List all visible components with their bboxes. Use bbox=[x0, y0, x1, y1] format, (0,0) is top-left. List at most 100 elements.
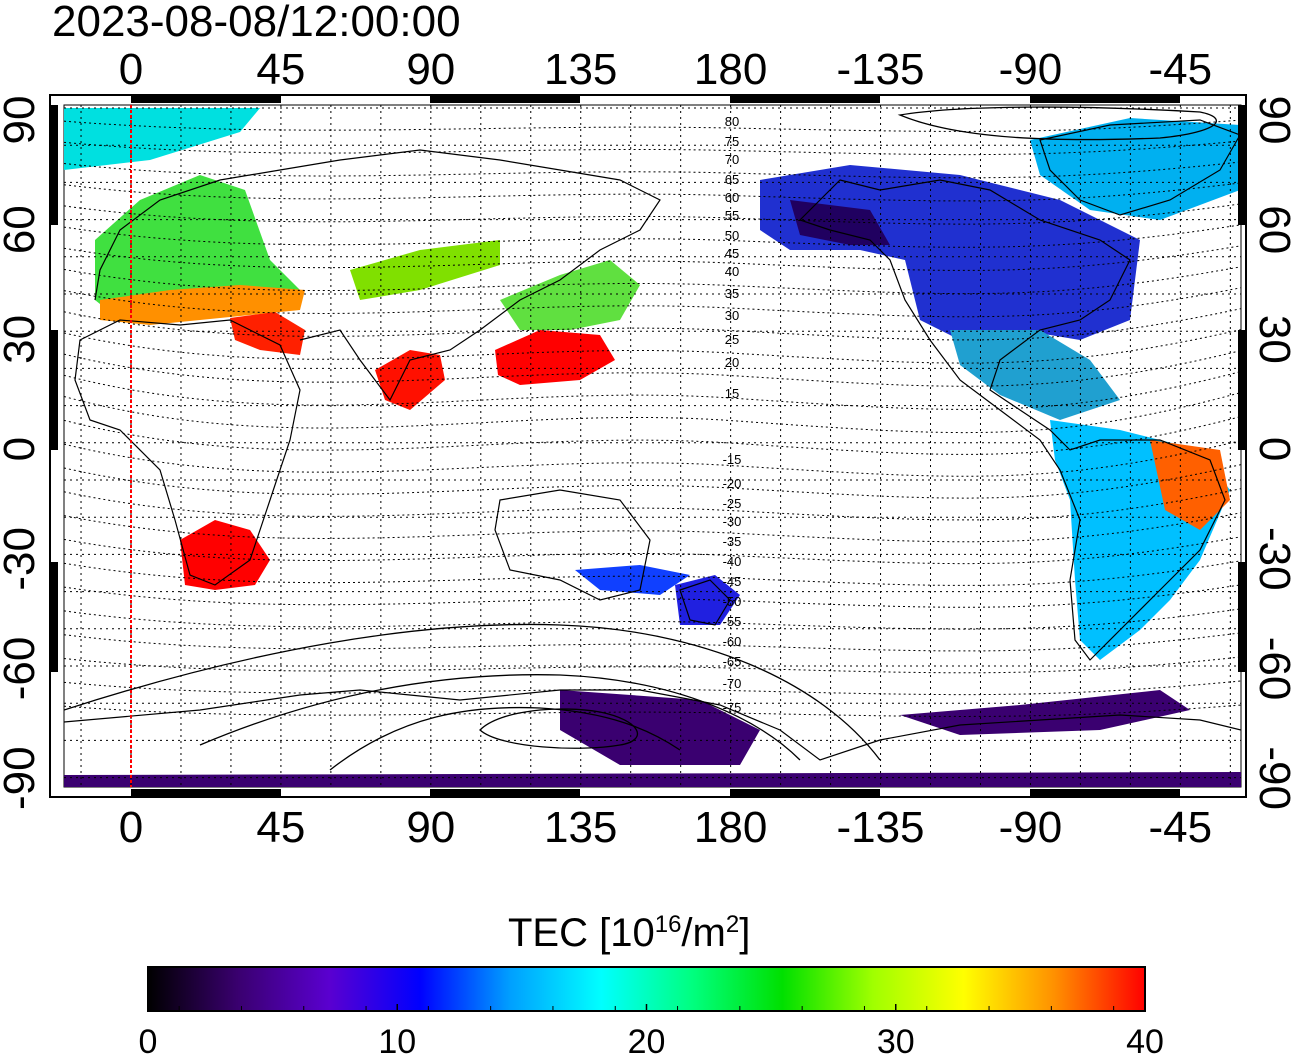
region-greenland bbox=[1030, 118, 1240, 220]
map-panel: 80 75 70 65 60 55 50 45 40 35 30 25 20 15 -15 -20 -25 -30… bbox=[49, 94, 1247, 798]
y-right-tick-label: 0 bbox=[1250, 437, 1294, 461]
contour-label: -65 bbox=[723, 654, 742, 669]
contour-line bbox=[64, 704, 1241, 717]
y-right-tick-label: -60 bbox=[1250, 637, 1294, 701]
coastline bbox=[798, 179, 1226, 661]
contour-line bbox=[64, 287, 1241, 318]
contour-label: -25 bbox=[723, 496, 742, 511]
coastlines bbox=[64, 119, 1241, 761]
x-top-tick-label: 90 bbox=[406, 45, 455, 94]
x-top-tick-label: -135 bbox=[836, 45, 924, 94]
contour-line bbox=[64, 464, 1241, 499]
tec-regions bbox=[64, 108, 1241, 787]
x-top-tick-label: 45 bbox=[256, 45, 305, 94]
region-central-america bbox=[950, 330, 1120, 420]
region-europe bbox=[95, 175, 300, 320]
x-bottom-tick-label: -45 bbox=[1149, 803, 1213, 852]
lat-lon-grid bbox=[64, 105, 1241, 787]
x-bottom-tick-label: -135 bbox=[836, 803, 924, 852]
contour-line bbox=[64, 536, 1241, 565]
contour-label: -15 bbox=[723, 452, 742, 467]
x-axis-top: 0 45 90 135 180 -135 -90 -45 bbox=[119, 45, 1212, 94]
contour-line bbox=[64, 656, 1241, 674]
contour-line bbox=[64, 245, 1241, 271]
contour-label: -20 bbox=[723, 476, 742, 491]
contour-label: 45 bbox=[725, 246, 739, 261]
colorbar-tick-label: 20 bbox=[628, 1023, 666, 1057]
contour-label: 60 bbox=[725, 190, 739, 205]
contour-label: -50 bbox=[723, 594, 742, 609]
contour-label: 40 bbox=[725, 264, 739, 279]
contour-line bbox=[64, 308, 1241, 341]
contour-label: -70 bbox=[723, 676, 742, 691]
coastline bbox=[94, 149, 661, 402]
y-left-tick-label: -90 bbox=[0, 746, 44, 810]
region-southern-africa bbox=[180, 520, 270, 590]
contour-label: -30 bbox=[723, 514, 742, 529]
x-bottom-tick-label: -90 bbox=[999, 803, 1063, 852]
y-axis-left: 90 60 30 0 -30 -60 -90 bbox=[0, 96, 44, 810]
colorbar-tick-label: 30 bbox=[877, 1023, 915, 1057]
contour-line bbox=[64, 161, 1241, 179]
contour-label: -60 bbox=[723, 634, 742, 649]
x-top-tick-label: -90 bbox=[999, 45, 1063, 94]
region-india bbox=[375, 350, 445, 410]
x-bottom-tick-label: 180 bbox=[694, 803, 767, 852]
polar-contour bbox=[64, 623, 881, 761]
x-top-tick-label: -45 bbox=[1149, 45, 1213, 94]
colorbar-ticks: 0 10 20 30 40 bbox=[139, 1004, 1164, 1057]
colorbar-gradient bbox=[147, 966, 1146, 1012]
region-central-asia bbox=[350, 240, 500, 300]
colorbar-tick-label: 0 bbox=[139, 1023, 158, 1057]
contour-line bbox=[64, 560, 1241, 586]
contour-line bbox=[64, 140, 1241, 156]
coastline bbox=[74, 319, 301, 586]
contour-label: 70 bbox=[725, 152, 739, 167]
region-antarctica bbox=[64, 690, 1241, 787]
x-bottom-tick-label: 45 bbox=[256, 803, 305, 852]
region-australia bbox=[575, 565, 690, 595]
contour-line bbox=[64, 680, 1241, 696]
polar-contour bbox=[897, 106, 1218, 141]
contour-label: 65 bbox=[725, 172, 739, 187]
y-left-tick-label: 30 bbox=[0, 315, 44, 364]
region-new-zealand bbox=[675, 575, 740, 625]
contour-line bbox=[64, 182, 1241, 202]
region-alaska bbox=[790, 200, 890, 245]
y-right-tick-label: 60 bbox=[1250, 205, 1294, 254]
colorbar: 0 10 20 30 40 bbox=[139, 966, 1164, 1057]
y-right-tick-label: 30 bbox=[1250, 315, 1294, 364]
frame-scale-bars bbox=[50, 95, 1246, 797]
x-axis-bottom: 0 45 90 135 180 -135 -90 -45 bbox=[119, 803, 1212, 852]
region-mediterranean bbox=[100, 285, 305, 325]
contour-label: -35 bbox=[723, 534, 742, 549]
contour-line bbox=[64, 119, 1241, 132]
y-axis-right: 90 60 30 0 -30 -60 -90 bbox=[1250, 96, 1294, 810]
y-left-tick-label: -30 bbox=[0, 527, 44, 591]
contour-label: 30 bbox=[725, 308, 739, 323]
polar-contour bbox=[479, 708, 639, 749]
contour-line bbox=[64, 203, 1241, 225]
timestamp-title: 2023-08-08/12:00:00 bbox=[52, 0, 461, 46]
magnetic-latitude-contours bbox=[64, 106, 1241, 771]
contour-line bbox=[64, 512, 1241, 543]
colorbar-tick-label: 40 bbox=[1126, 1023, 1164, 1057]
contour-label: -40 bbox=[723, 554, 742, 569]
y-left-tick-label: 0 bbox=[0, 437, 44, 461]
contour-line bbox=[64, 488, 1241, 521]
region-japan bbox=[500, 260, 640, 330]
contour-label: 15 bbox=[725, 386, 739, 401]
coastline bbox=[494, 489, 651, 601]
coastline bbox=[1039, 119, 1241, 216]
contour-label: 35 bbox=[725, 286, 739, 301]
y-right-tick-label: 90 bbox=[1250, 96, 1294, 145]
coastline bbox=[679, 579, 731, 626]
x-bottom-tick-label: 135 bbox=[544, 803, 617, 852]
polar-contour bbox=[199, 674, 801, 761]
contour-label: -55 bbox=[723, 614, 742, 629]
region-brazil bbox=[1150, 440, 1230, 530]
contour-label: -75 bbox=[723, 700, 742, 715]
polar-contour bbox=[329, 706, 681, 771]
x-top-tick-label: 135 bbox=[544, 45, 617, 94]
contour-line bbox=[64, 224, 1241, 248]
